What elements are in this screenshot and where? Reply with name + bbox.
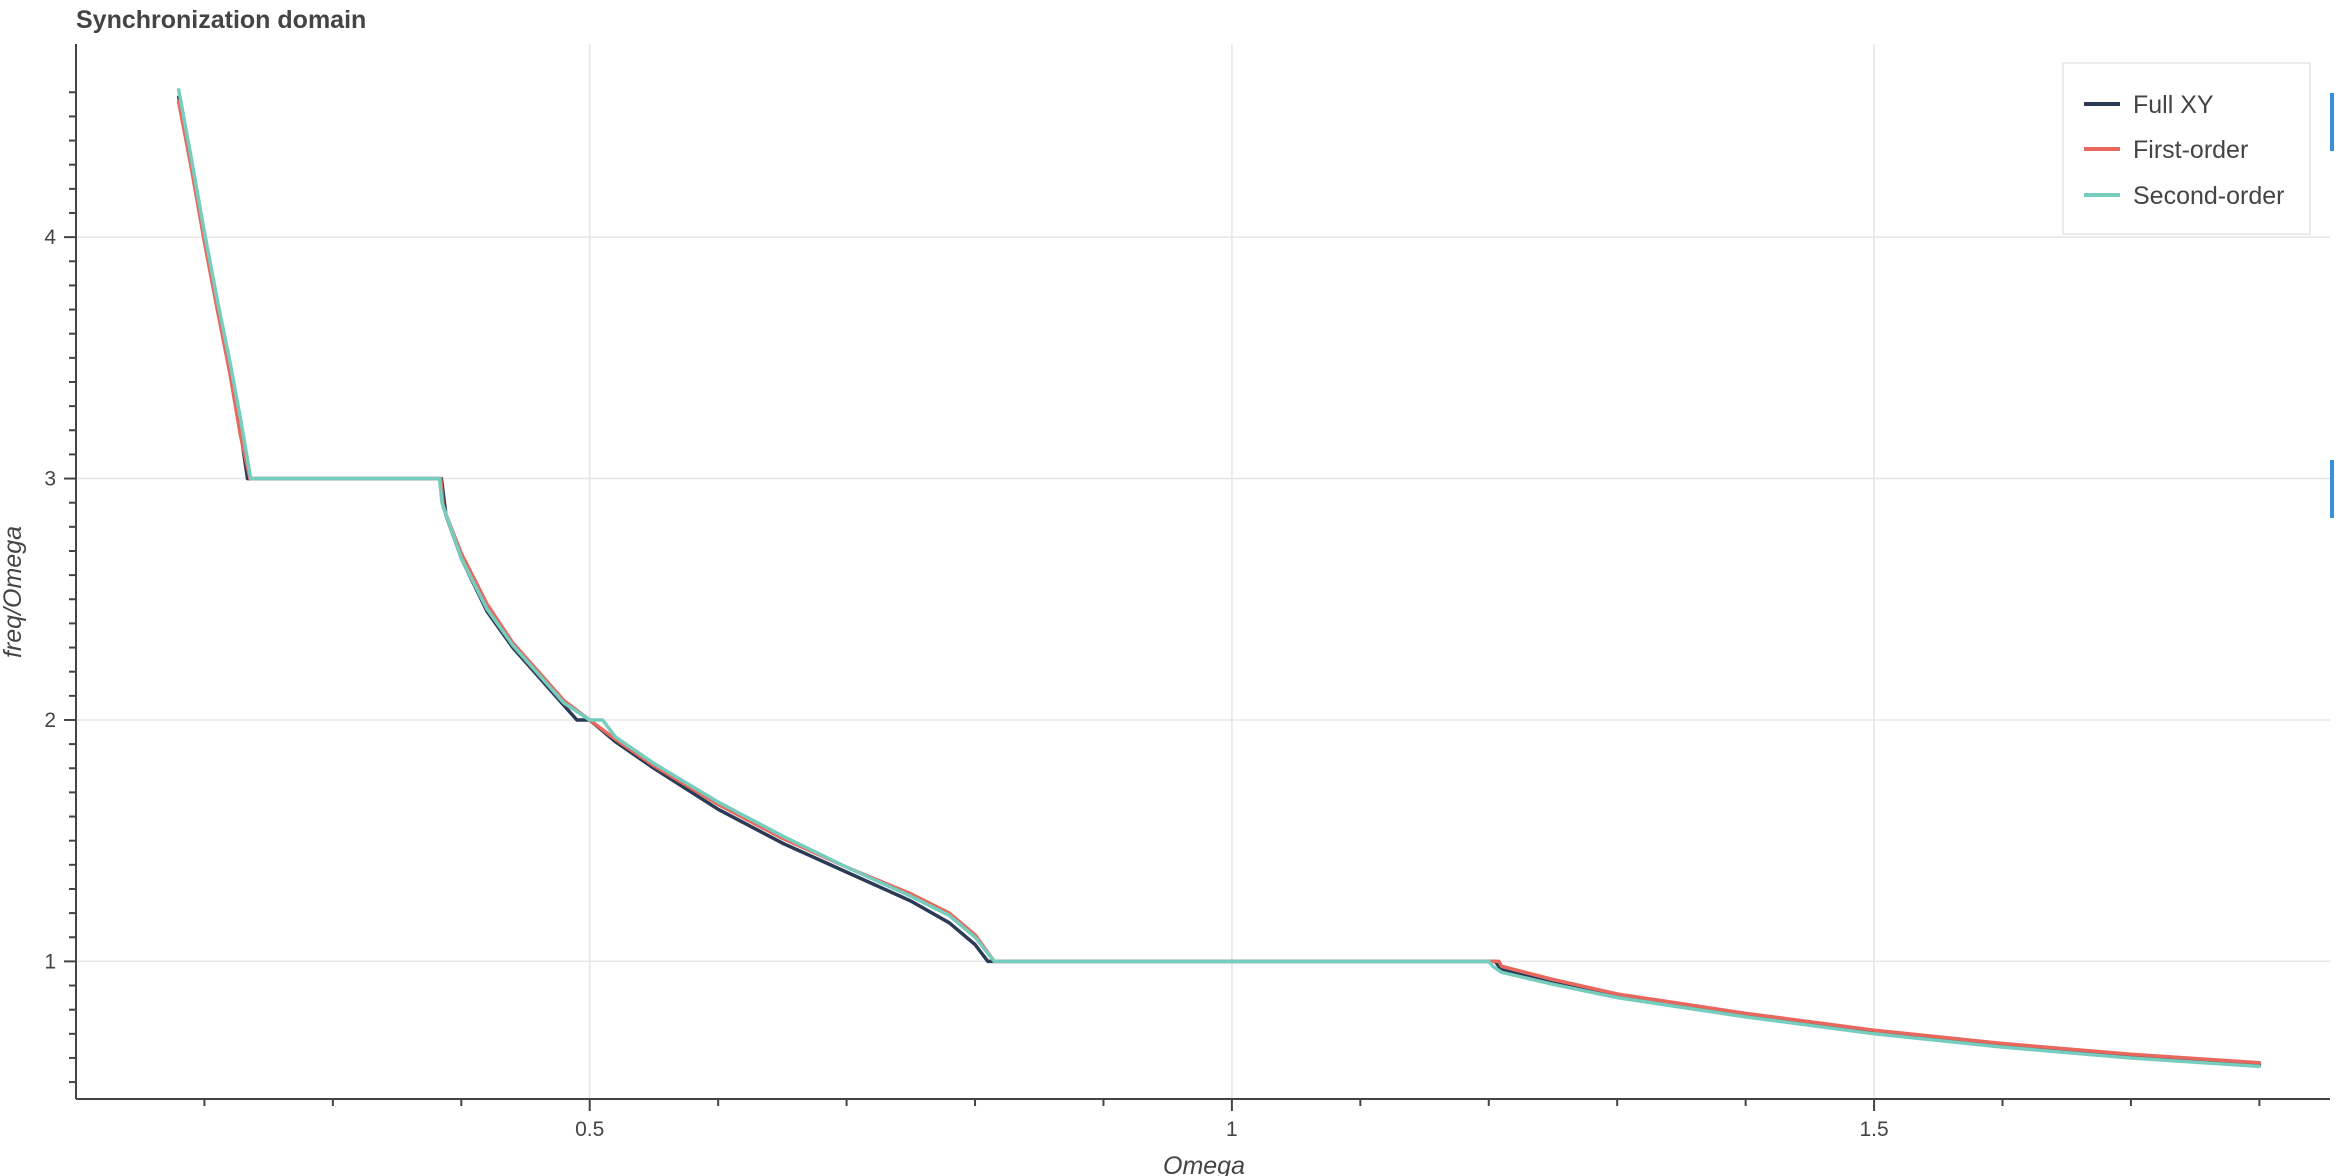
y-axis-label: freq/Omega: [0, 526, 27, 658]
chart-title: Synchronization domain: [76, 6, 366, 34]
y-tick-label: 1: [44, 950, 56, 973]
scroll-indicator-marker: [2330, 93, 2334, 151]
x-axis: 0.5 1 1.5: [203, 1099, 2261, 1141]
series-line-full-xy: [176, 95, 2262, 1067]
x-axis-label: Omega: [1163, 1152, 1245, 1176]
scroll-indicator-marker: [2330, 460, 2334, 518]
series-line-first-order: [176, 100, 2262, 1065]
y-tick-label: 4: [44, 226, 56, 249]
series-line-second-order: [176, 88, 2262, 1069]
legend-label-first-order: First-order: [2133, 136, 2248, 164]
legend-label-full-xy: Full XY: [2133, 91, 2214, 119]
x-tick-label: 1.5: [1859, 1118, 1888, 1141]
legend-label-second-order: Second-order: [2133, 182, 2284, 210]
y-tick-label: 2: [44, 709, 56, 732]
x-tick-label: 1: [1226, 1118, 1238, 1141]
y-axis: 1 2 3 4: [44, 91, 76, 1084]
x-tick-label: 0.5: [575, 1118, 604, 1141]
series-group: [176, 88, 2262, 1069]
legend: Full XY First-order Second-order: [2062, 62, 2311, 235]
grid: [76, 44, 2330, 1099]
y-tick-label: 3: [44, 468, 56, 491]
